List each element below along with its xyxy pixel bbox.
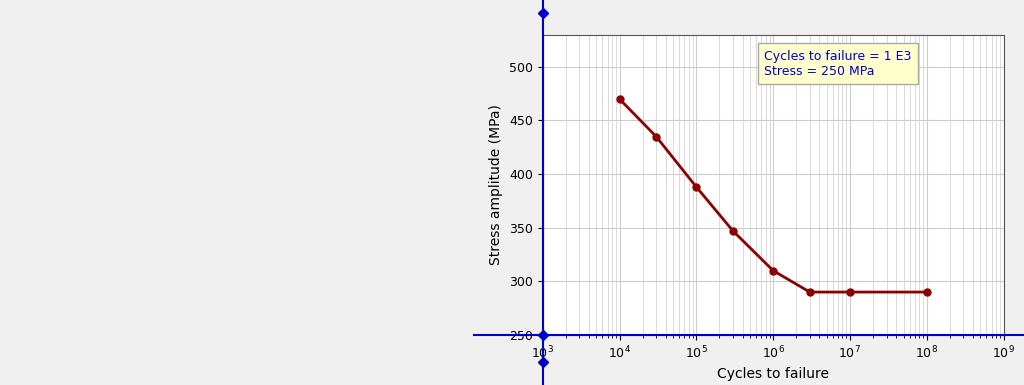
Text: Cycles to failure = 1 E3
Stress = 250 MPa: Cycles to failure = 1 E3 Stress = 250 MP…: [764, 50, 911, 78]
Y-axis label: Stress amplitude (MPa): Stress amplitude (MPa): [489, 104, 504, 265]
X-axis label: Cycles to failure: Cycles to failure: [717, 367, 829, 381]
